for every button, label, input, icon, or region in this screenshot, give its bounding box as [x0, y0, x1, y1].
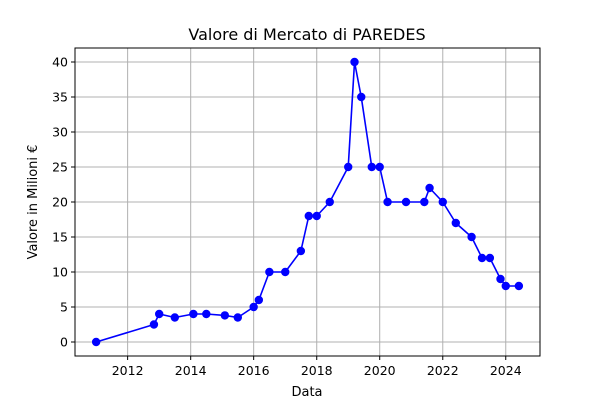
data-point [401, 197, 411, 207]
y-tick-label: 0 [60, 335, 68, 350]
data-point [249, 302, 258, 312]
data-point [254, 295, 264, 305]
data-point [312, 211, 321, 221]
x-tick-label: 2024 [490, 363, 522, 378]
x-tick-label: 2016 [238, 363, 270, 378]
data-point [281, 267, 290, 277]
y-tick-label: 30 [52, 125, 68, 140]
data-point [357, 92, 366, 102]
data-point [220, 311, 230, 320]
data-point [296, 246, 306, 256]
series-layer [91, 57, 524, 347]
data-point [149, 320, 159, 329]
data-point [344, 162, 353, 172]
data-point [304, 211, 313, 221]
axis-ticks: 2012 2014 2016 2018 2020 2022 2024 0 5 10 15 20 25 30… [52, 55, 522, 379]
data-point [420, 197, 429, 207]
x-tick-label: 2014 [175, 363, 207, 378]
chart-title: Valore di Mercato di PAREDES [188, 25, 425, 44]
data-point [350, 57, 359, 67]
data-point [325, 197, 334, 207]
y-tick-label: 40 [52, 55, 68, 70]
y-tick-label: 15 [52, 230, 68, 245]
y-axis-label: Valore in Milioni € [26, 145, 41, 260]
data-point [367, 162, 376, 172]
y-tick-label: 25 [52, 160, 68, 175]
data-point [467, 232, 476, 242]
data-point [496, 274, 505, 284]
data-point [514, 281, 524, 291]
data-point [485, 253, 495, 263]
data-point [375, 162, 384, 172]
x-axis-label: Data [291, 385, 322, 400]
data-point [438, 197, 447, 207]
y-tick-label: 10 [52, 265, 68, 280]
data-point [383, 197, 392, 207]
data-point [501, 281, 510, 291]
y-tick-label: 20 [52, 195, 68, 210]
x-tick-label: 2018 [301, 363, 333, 378]
x-tick-label: 2020 [364, 363, 396, 378]
grid [75, 48, 540, 356]
data-point [91, 337, 101, 347]
data-point [451, 218, 460, 228]
data-point [233, 313, 242, 322]
data-point [155, 309, 164, 319]
data-point [202, 309, 211, 319]
y-tick-label: 5 [60, 300, 68, 315]
x-tick-label: 2022 [427, 363, 459, 378]
x-tick-label: 2012 [112, 363, 144, 378]
y-tick-label: 35 [52, 90, 68, 105]
data-point [170, 313, 180, 322]
data-point [477, 253, 487, 263]
data-point [265, 267, 274, 277]
data-point [425, 183, 434, 193]
data-point [189, 309, 198, 319]
